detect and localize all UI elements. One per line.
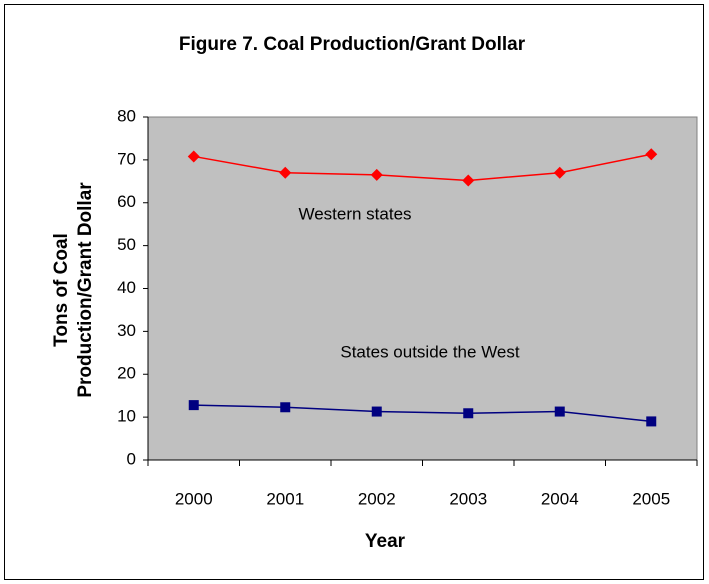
marker	[554, 406, 565, 417]
x-axis-label: Year	[365, 531, 406, 552]
marker	[645, 148, 658, 161]
y-tick-label: 0	[127, 449, 136, 468]
marker	[187, 150, 200, 163]
y-tick-label: 40	[117, 278, 136, 297]
marker	[279, 166, 292, 179]
y-axis-label: Tons of Coal	[51, 233, 72, 347]
marker	[188, 400, 199, 411]
x-tick-label: 2003	[449, 489, 487, 508]
marker	[463, 408, 474, 419]
y-tick-label: 50	[117, 235, 136, 254]
marker	[371, 406, 382, 417]
marker	[462, 174, 475, 187]
y-tick-label: 10	[117, 407, 136, 426]
series-line	[193, 404, 652, 423]
y-tick-label: 30	[117, 321, 136, 340]
y-tick-label: 70	[117, 149, 136, 168]
x-tick-label: 2001	[266, 489, 304, 508]
marker	[280, 402, 291, 413]
y-tick-label: 80	[117, 106, 136, 125]
x-tick-label: 2005	[632, 489, 670, 508]
series-annotation: States outside the West	[340, 342, 520, 361]
y-tick-label: 60	[117, 192, 136, 211]
series-annotation: Western states	[298, 204, 411, 223]
marker	[646, 416, 657, 427]
x-tick-label: 2004	[541, 489, 579, 508]
chart-title: Figure 7. Coal Production/Grant Dollar	[179, 34, 526, 55]
y-tick-label: 20	[117, 364, 136, 383]
marker	[553, 166, 566, 179]
series-line	[193, 153, 652, 182]
plot-area	[147, 116, 698, 461]
marker	[370, 168, 383, 181]
x-tick-label: 2000	[175, 489, 213, 508]
x-tick-label: 2002	[358, 489, 396, 508]
y-axis-label: Production/Grant Dollar	[75, 182, 96, 398]
